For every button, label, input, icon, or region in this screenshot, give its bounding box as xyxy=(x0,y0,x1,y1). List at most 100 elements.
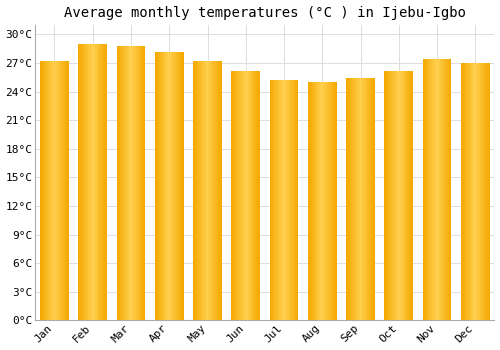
Bar xyxy=(482,63,483,320)
Bar xyxy=(386,71,388,320)
Bar xyxy=(349,78,350,320)
Bar xyxy=(483,63,484,320)
Bar xyxy=(168,51,169,320)
Bar xyxy=(100,44,102,320)
Bar xyxy=(218,61,219,320)
Bar xyxy=(157,51,158,320)
Bar xyxy=(278,80,279,320)
Bar xyxy=(391,71,392,320)
Bar xyxy=(410,71,411,320)
Bar xyxy=(160,51,162,320)
Bar xyxy=(50,61,51,320)
Bar xyxy=(131,46,132,320)
Bar xyxy=(42,61,43,320)
Bar xyxy=(158,51,160,320)
Bar xyxy=(479,63,480,320)
Bar xyxy=(128,46,129,320)
Bar xyxy=(472,63,474,320)
Bar xyxy=(446,59,448,320)
Bar xyxy=(170,51,171,320)
Bar xyxy=(388,71,389,320)
Bar xyxy=(60,61,61,320)
Bar xyxy=(98,44,100,320)
Bar xyxy=(428,59,430,320)
Bar xyxy=(91,44,92,320)
Bar xyxy=(328,82,329,320)
Bar xyxy=(461,63,462,320)
Bar xyxy=(90,44,91,320)
Bar xyxy=(136,46,138,320)
Bar xyxy=(250,71,252,320)
Bar xyxy=(310,82,311,320)
Bar xyxy=(129,46,130,320)
Bar xyxy=(487,63,488,320)
Bar xyxy=(424,59,426,320)
Bar xyxy=(358,78,360,320)
Bar xyxy=(368,78,369,320)
Bar xyxy=(323,82,324,320)
Bar xyxy=(82,44,83,320)
Bar xyxy=(412,71,413,320)
Bar xyxy=(356,78,358,320)
Bar xyxy=(352,78,353,320)
Bar xyxy=(134,46,135,320)
Bar xyxy=(54,61,56,320)
Bar xyxy=(88,44,89,320)
Bar xyxy=(287,80,288,320)
Bar xyxy=(437,59,438,320)
Bar xyxy=(399,71,400,320)
Bar xyxy=(172,51,173,320)
Bar xyxy=(360,78,362,320)
Bar xyxy=(201,61,202,320)
Bar xyxy=(214,61,215,320)
Bar xyxy=(312,82,314,320)
Bar xyxy=(126,46,127,320)
Bar xyxy=(477,63,478,320)
Bar xyxy=(384,71,386,320)
Bar xyxy=(442,59,443,320)
Bar xyxy=(373,78,374,320)
Bar xyxy=(169,51,170,320)
Bar xyxy=(162,51,164,320)
Bar xyxy=(43,61,44,320)
Bar xyxy=(138,46,140,320)
Bar xyxy=(444,59,446,320)
Bar xyxy=(397,71,398,320)
Bar xyxy=(133,46,134,320)
Bar xyxy=(103,44,104,320)
Bar xyxy=(220,61,221,320)
Bar xyxy=(244,71,245,320)
Bar xyxy=(462,63,463,320)
Bar xyxy=(286,80,287,320)
Bar xyxy=(202,61,203,320)
Bar xyxy=(296,80,298,320)
Bar xyxy=(198,61,199,320)
Bar xyxy=(432,59,433,320)
Bar xyxy=(332,82,333,320)
Bar xyxy=(331,82,332,320)
Bar xyxy=(132,46,133,320)
Bar xyxy=(215,61,216,320)
Bar xyxy=(164,51,166,320)
Bar xyxy=(213,61,214,320)
Bar xyxy=(355,78,356,320)
Bar xyxy=(289,80,290,320)
Bar xyxy=(182,51,184,320)
Bar xyxy=(142,46,144,320)
Bar xyxy=(256,71,257,320)
Bar xyxy=(439,59,440,320)
Bar xyxy=(362,78,364,320)
Bar xyxy=(408,71,410,320)
Bar xyxy=(64,61,65,320)
Bar xyxy=(87,44,88,320)
Bar xyxy=(193,61,194,320)
Bar xyxy=(92,44,94,320)
Bar xyxy=(236,71,237,320)
Bar xyxy=(144,46,146,320)
Bar xyxy=(486,63,487,320)
Bar xyxy=(463,63,464,320)
Bar xyxy=(392,71,393,320)
Bar xyxy=(254,71,256,320)
Bar xyxy=(411,71,412,320)
Bar xyxy=(212,61,213,320)
